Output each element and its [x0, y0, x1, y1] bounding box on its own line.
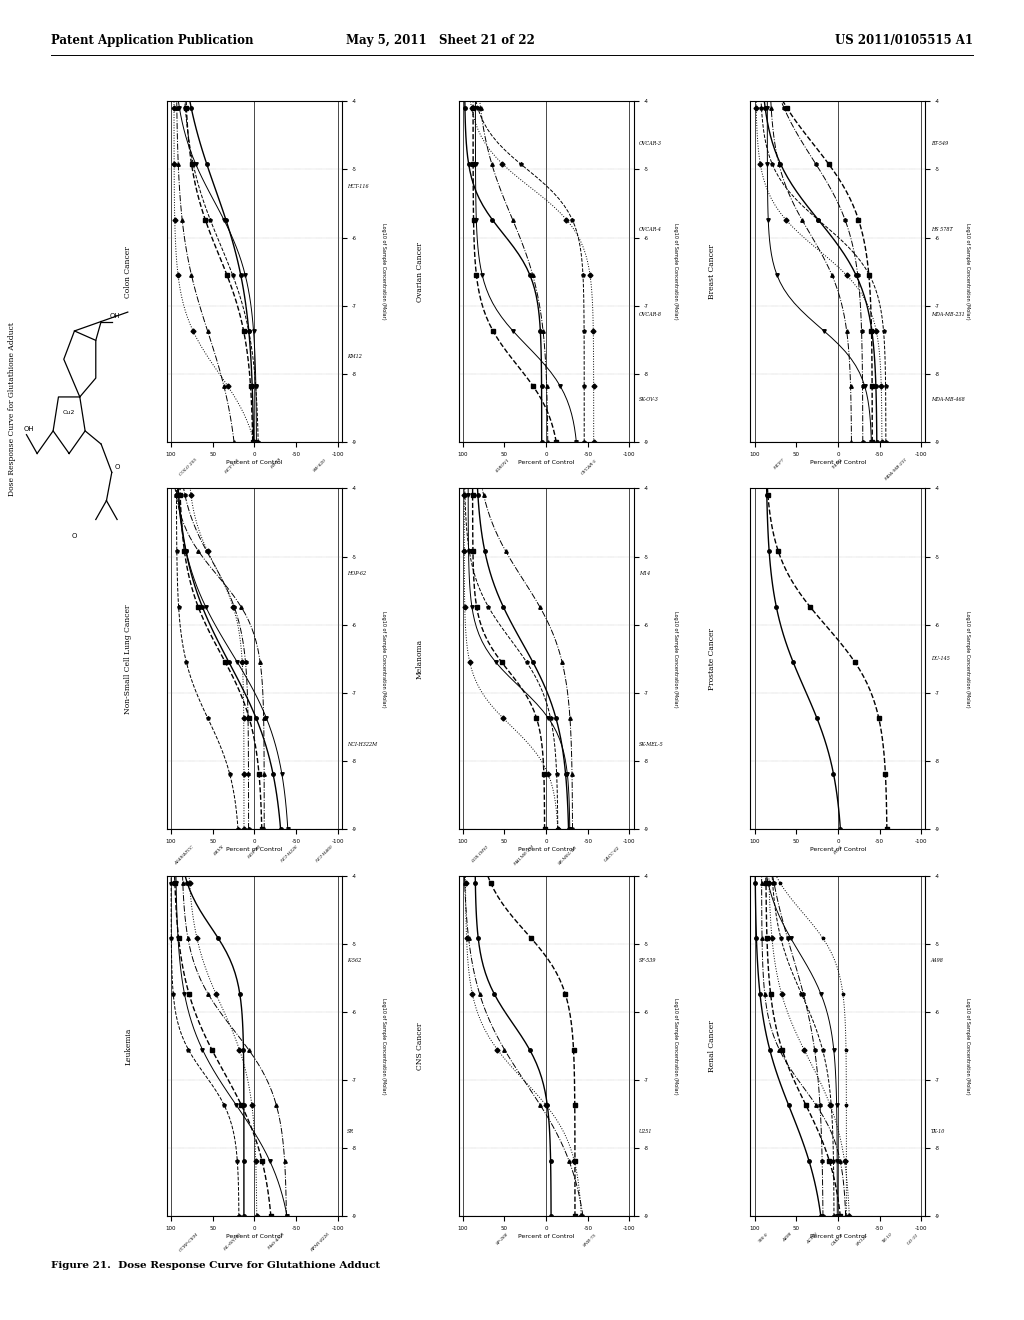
X-axis label: Percent of Control: Percent of Control — [226, 459, 283, 465]
Text: Ovarian Cancer: Ovarian Cancer — [416, 242, 424, 301]
Text: May 5, 2011   Sheet 21 of 22: May 5, 2011 Sheet 21 of 22 — [346, 34, 535, 48]
Text: MDA-MB-231: MDA-MB-231 — [884, 458, 908, 482]
Y-axis label: Log10 of Sample Concentration (Molar): Log10 of Sample Concentration (Molar) — [381, 611, 386, 708]
Text: HT-29: HT-29 — [270, 458, 283, 470]
Y-axis label: Log10 of Sample Concentration (Molar): Log10 of Sample Concentration (Molar) — [673, 223, 678, 319]
X-axis label: Percent of Control: Percent of Control — [518, 459, 574, 465]
Text: SF-268: SF-268 — [496, 1233, 509, 1246]
Text: MCF7: MCF7 — [773, 458, 785, 470]
Text: Patent Application Publication: Patent Application Publication — [51, 34, 254, 48]
Text: US 2011/0105515 A1: US 2011/0105515 A1 — [835, 34, 973, 48]
Text: A549/ATCC: A549/ATCC — [174, 845, 195, 866]
Text: IGROV1: IGROV1 — [495, 458, 510, 474]
Text: A498: A498 — [931, 958, 943, 964]
Text: OH: OH — [24, 426, 34, 432]
Y-axis label: Log10 of Sample Concentration (Molar): Log10 of Sample Concentration (Molar) — [965, 998, 970, 1094]
X-axis label: Percent of Control: Percent of Control — [518, 846, 574, 851]
Text: Renal Cancer: Renal Cancer — [708, 1020, 716, 1072]
Text: NCI-H460: NCI-H460 — [315, 845, 334, 863]
Text: Leukemia: Leukemia — [124, 1027, 132, 1065]
X-axis label: Percent of Control: Percent of Control — [810, 459, 866, 465]
Y-axis label: Log10 of Sample Concentration (Molar): Log10 of Sample Concentration (Molar) — [673, 611, 678, 708]
X-axis label: Percent of Control: Percent of Control — [810, 1234, 866, 1239]
Text: 786-0: 786-0 — [757, 1233, 769, 1243]
Text: COLO 205: COLO 205 — [179, 458, 199, 477]
Text: MDA-MB-231: MDA-MB-231 — [931, 312, 965, 317]
Text: DU-145: DU-145 — [931, 656, 949, 661]
Text: HCT-116: HCT-116 — [224, 458, 241, 474]
Y-axis label: Log10 of Sample Concentration (Molar): Log10 of Sample Concentration (Molar) — [673, 998, 678, 1094]
Text: Prostate Cancer: Prostate Cancer — [708, 628, 716, 690]
Text: O: O — [115, 463, 120, 470]
Y-axis label: Log10 of Sample Concentration (Molar): Log10 of Sample Concentration (Molar) — [965, 611, 970, 708]
Text: EKVX: EKVX — [213, 845, 225, 857]
Y-axis label: Log10 of Sample Concentration (Molar): Log10 of Sample Concentration (Molar) — [381, 223, 386, 319]
X-axis label: Percent of Control: Percent of Control — [810, 846, 866, 851]
Text: MALME-3M: MALME-3M — [513, 845, 536, 867]
Text: HL-60(TB): HL-60(TB) — [222, 1233, 242, 1251]
Text: LOX IMVI: LOX IMVI — [471, 845, 489, 863]
Text: SN12C: SN12C — [856, 1233, 870, 1246]
Text: OH: OH — [110, 313, 120, 318]
Y-axis label: Log10 of Sample Concentration (Molar): Log10 of Sample Concentration (Molar) — [381, 998, 386, 1094]
Text: Non-Small Cell Lung Cancer: Non-Small Cell Lung Cancer — [124, 605, 132, 714]
Text: SF-539: SF-539 — [639, 958, 656, 964]
Text: SNB-75: SNB-75 — [583, 1233, 597, 1247]
Text: SW-620: SW-620 — [312, 458, 328, 473]
Text: BT-549: BT-549 — [931, 141, 948, 147]
Text: UACC-62: UACC-62 — [603, 845, 621, 862]
Text: KM12: KM12 — [347, 354, 361, 359]
Text: OVCAR-8: OVCAR-8 — [639, 312, 662, 317]
X-axis label: Percent of Control: Percent of Control — [226, 846, 283, 851]
Text: TK-10: TK-10 — [882, 1233, 894, 1245]
Text: Melanoma: Melanoma — [416, 639, 424, 678]
Text: PC-3: PC-3 — [833, 845, 843, 855]
Text: CCRF-CEM: CCRF-CEM — [178, 1233, 199, 1253]
Text: NCI-H322M: NCI-H322M — [347, 742, 377, 747]
Text: T-47D: T-47D — [833, 458, 844, 470]
Text: HCT-116: HCT-116 — [347, 183, 369, 189]
Text: SK-OV-3: SK-OV-3 — [639, 397, 658, 401]
Text: CNS Cancer: CNS Cancer — [416, 1022, 424, 1069]
Text: SK-MEL-28: SK-MEL-28 — [558, 845, 579, 866]
Text: Colon Cancer: Colon Cancer — [124, 246, 132, 297]
Text: NCI-H226: NCI-H226 — [280, 845, 299, 863]
Y-axis label: Log10 of Sample Concentration (Molar): Log10 of Sample Concentration (Molar) — [965, 223, 970, 319]
Text: CAKI-1: CAKI-1 — [830, 1233, 845, 1246]
Text: SK-MEL-5: SK-MEL-5 — [639, 742, 664, 747]
Text: UO-31: UO-31 — [906, 1233, 920, 1245]
Text: Dose Response Curve for Glutathione Adduct: Dose Response Curve for Glutathione Addu… — [8, 322, 16, 496]
Text: OVCAR-4: OVCAR-4 — [639, 227, 662, 231]
Text: OVCAR-5: OVCAR-5 — [582, 458, 599, 475]
Text: MDA-MB-468: MDA-MB-468 — [931, 397, 965, 401]
Text: HOP-92: HOP-92 — [247, 845, 262, 861]
Text: SR: SR — [347, 1129, 354, 1134]
X-axis label: Percent of Control: Percent of Control — [518, 1234, 574, 1239]
Text: M14: M14 — [639, 572, 650, 576]
Text: RPMI-8226: RPMI-8226 — [309, 1233, 330, 1253]
Text: ACHN: ACHN — [807, 1233, 819, 1245]
Text: HOP-62: HOP-62 — [347, 572, 366, 576]
Text: Cu2: Cu2 — [62, 411, 76, 414]
Text: TK-10: TK-10 — [931, 1129, 945, 1134]
X-axis label: Percent of Control: Percent of Control — [226, 1234, 283, 1239]
Text: U251: U251 — [639, 1129, 652, 1134]
Text: K-562: K-562 — [347, 958, 361, 964]
Text: O: O — [72, 533, 77, 540]
Text: Figure 21.  Dose Response Curve for Glutathione Adduct: Figure 21. Dose Response Curve for Gluta… — [51, 1261, 380, 1270]
Text: Molt-4/C8: Molt-4/C8 — [267, 1233, 286, 1251]
Text: OVCAR-3: OVCAR-3 — [639, 141, 662, 147]
Text: HS 578T: HS 578T — [931, 227, 952, 231]
Text: A498: A498 — [782, 1233, 794, 1243]
Text: Breast Cancer: Breast Cancer — [708, 244, 716, 300]
